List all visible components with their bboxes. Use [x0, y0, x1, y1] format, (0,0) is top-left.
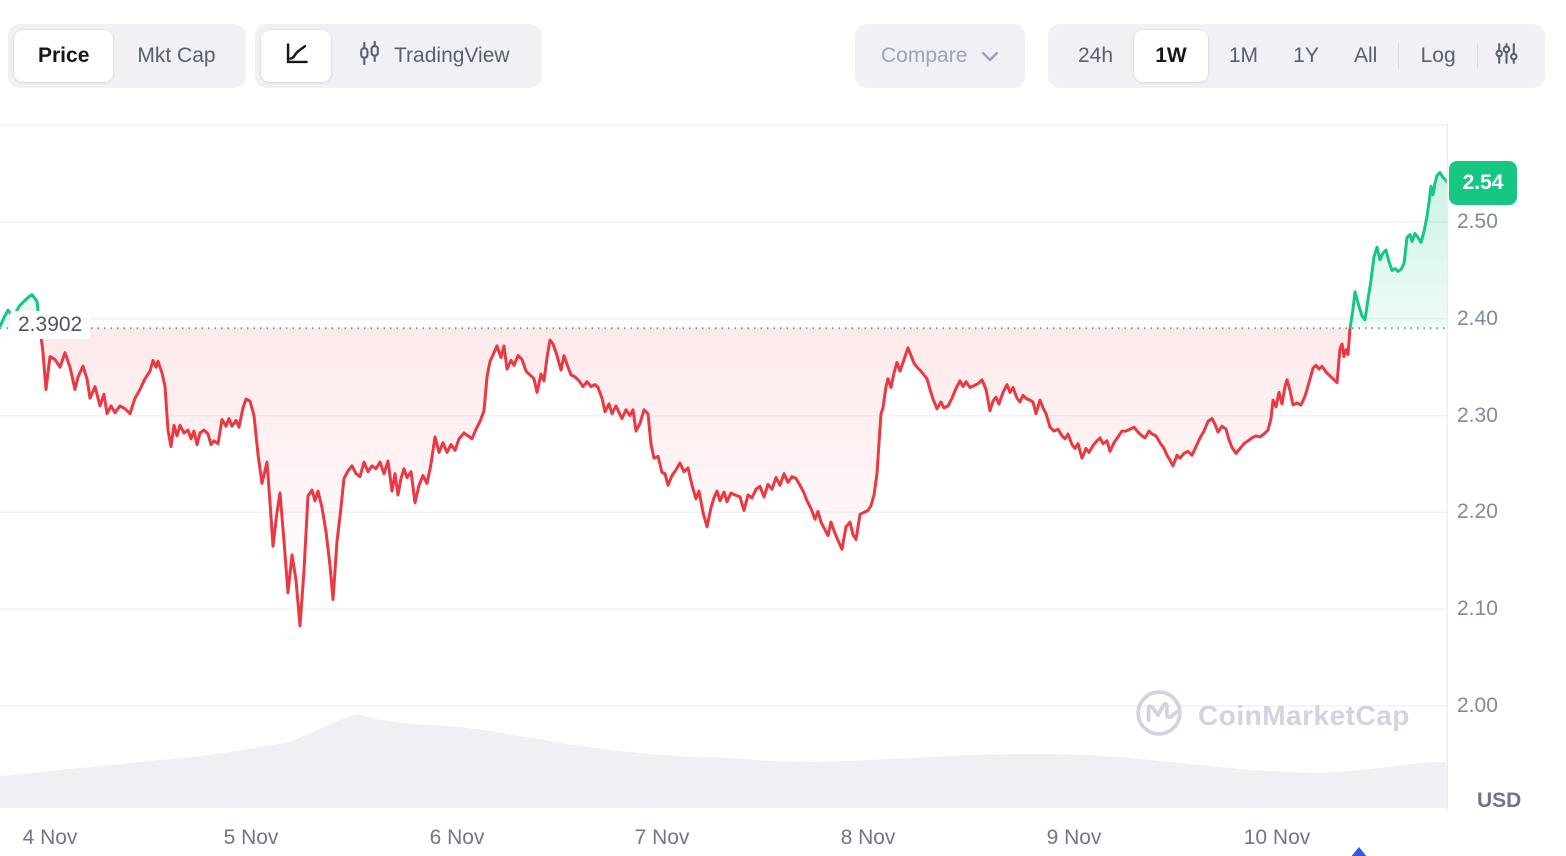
range-all[interactable]: All	[1353, 44, 1378, 67]
range-1y[interactable]: 1Y	[1293, 44, 1319, 67]
y-tick-label: 2.30	[1457, 403, 1498, 427]
mktcap-tab[interactable]: Mkt Cap	[137, 44, 216, 67]
log-scale-toggle[interactable]: Log	[1420, 44, 1456, 67]
range-1m[interactable]: 1M	[1228, 44, 1259, 67]
x-tick-label: 5 Nov	[223, 826, 279, 849]
x-tick-label: 10 Nov	[1243, 826, 1311, 849]
candlestick-icon	[357, 40, 382, 73]
y-tick-label: 2.00	[1457, 694, 1498, 717]
x-tick-label: 8 Nov	[840, 826, 896, 849]
last-price-badge: 2.54	[1449, 161, 1517, 206]
range-1w[interactable]: 1W	[1134, 30, 1208, 82]
y-tick-label: 2.40	[1457, 306, 1498, 330]
chart-type-toggle: TradingView	[255, 24, 542, 88]
cursor-marker-triangle	[1350, 847, 1368, 856]
x-tick-label: 4 Nov	[22, 826, 78, 849]
divider	[1476, 43, 1478, 69]
chevron-down-icon	[981, 44, 999, 68]
line-chart-toggle-button[interactable]	[261, 30, 331, 82]
metric-toggle: Price Mkt Cap	[8, 24, 246, 88]
currency-unit-label: USD	[1477, 789, 1522, 812]
price-tab[interactable]: Price	[14, 30, 114, 82]
compare-label: Compare	[881, 44, 968, 67]
tradingview-toggle-button[interactable]: TradingView	[331, 30, 536, 82]
y-tick-label: 2.50	[1457, 210, 1498, 233]
line-chart-icon	[283, 40, 310, 73]
range-selector: 24h 1W 1M 1Y All Log	[1048, 24, 1545, 88]
divider	[1398, 43, 1400, 69]
reference-price-label: 2.3902	[10, 311, 91, 340]
chart-settings-button[interactable]	[1485, 34, 1529, 78]
y-tick-label: 2.20	[1457, 500, 1498, 524]
range-24h[interactable]: 24h	[1078, 44, 1114, 67]
price-chart-canvas[interactable]: 2.3902 2.54	[0, 123, 1517, 810]
x-tick-label: 9 Nov	[1046, 826, 1102, 849]
y-tick-label: 2.10	[1457, 597, 1498, 621]
sliders-icon	[1494, 41, 1519, 71]
chart-svg	[0, 123, 1448, 810]
compare-dropdown[interactable]: Compare	[855, 24, 1026, 88]
x-tick-label: 7 Nov	[634, 826, 690, 849]
tradingview-label: TradingView	[394, 44, 510, 67]
x-tick-label: 6 Nov	[429, 826, 485, 849]
